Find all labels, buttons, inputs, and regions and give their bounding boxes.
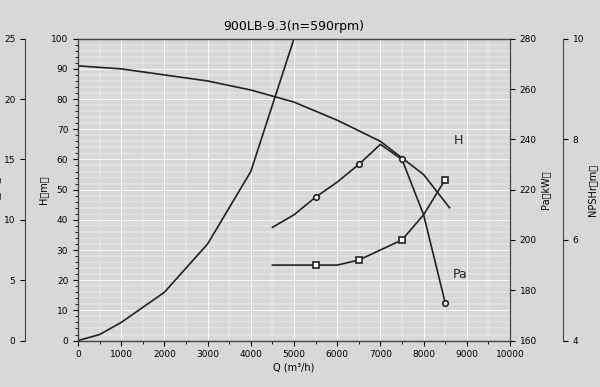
Text: Pa: Pa xyxy=(453,268,468,281)
Y-axis label: Pa（kW）: Pa（kW） xyxy=(540,170,550,209)
X-axis label: Q (m³/h): Q (m³/h) xyxy=(274,362,314,372)
Y-axis label: H（m）: H（m） xyxy=(38,175,48,204)
Y-axis label: η（%）: η（%） xyxy=(0,176,1,203)
Y-axis label: NPSHr（m）: NPSHr（m） xyxy=(587,164,597,216)
Text: H: H xyxy=(454,134,463,147)
Title: 900LB-9.3(n=590rpm): 900LB-9.3(n=590rpm) xyxy=(224,21,365,33)
